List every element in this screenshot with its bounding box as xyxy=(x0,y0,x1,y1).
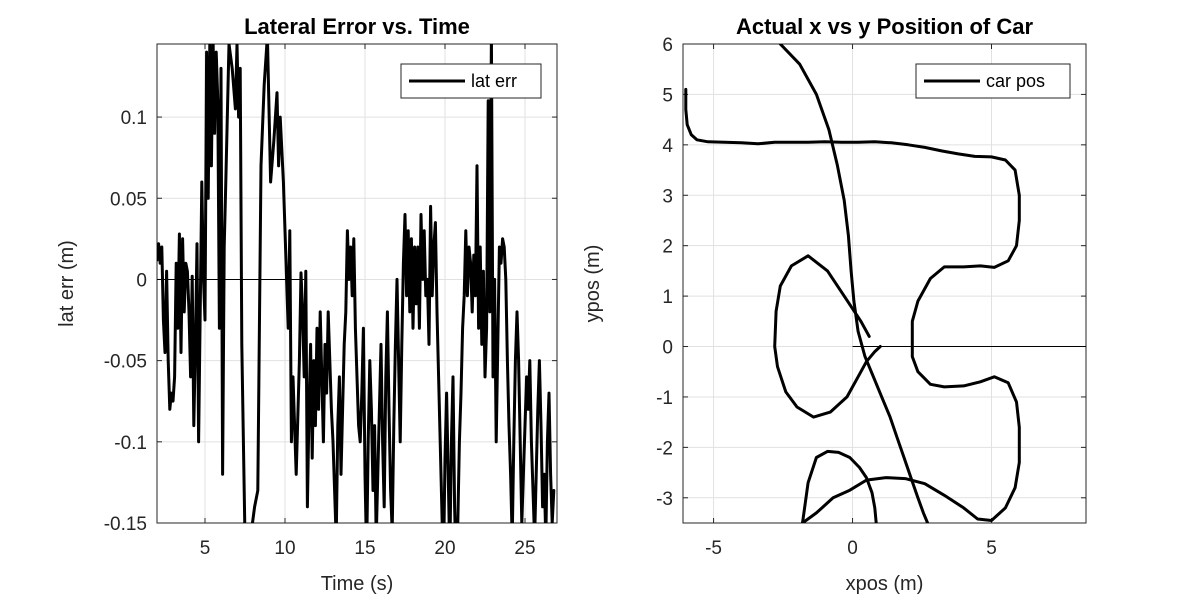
lateral-error-series-line-0 xyxy=(157,44,556,523)
car-position-xlabel: xpos (m) xyxy=(846,573,924,595)
car-position-axes: Actual x vs y Position of Car xpos (m) y… xyxy=(582,14,1087,595)
car-position-ticks: -5 0 5 -3 -2 -1 0 1 2 3 4 5 6 xyxy=(656,35,1086,559)
car-position-series-line-1 xyxy=(778,44,930,523)
lateral-error-legend-label: lat err xyxy=(471,71,517,91)
car-position-legend-label: car pos xyxy=(986,71,1045,91)
lateral-error-xtick-label: 10 xyxy=(274,538,295,559)
lateral-error-ytick-label: -0.1 xyxy=(114,433,147,454)
car-position-ytick-label: 3 xyxy=(662,186,673,207)
car-position-xtick-label: 0 xyxy=(847,538,858,559)
lateral-error-axes: Lateral Error vs. Time Time (s) lat err … xyxy=(56,14,558,595)
car-position-ytick-label: -3 xyxy=(656,489,673,510)
lateral-error-xtick-label: 5 xyxy=(200,538,211,559)
car-position-ylabel: ypos (m) xyxy=(582,245,604,323)
lateral-error-ytick-label: 0.05 xyxy=(110,189,147,210)
car-position-grid xyxy=(682,43,1087,524)
car-position-series-line-0 xyxy=(684,87,1021,523)
lateral-error-xtick-label: 20 xyxy=(434,538,455,559)
lateral-error-ytick-label: -0.05 xyxy=(104,352,147,373)
car-position-data xyxy=(684,44,1086,523)
lateral-error-frame xyxy=(156,43,558,524)
lateral-error-xtick-label: 15 xyxy=(354,538,375,559)
car-position-ytick-label: 1 xyxy=(662,287,673,308)
lateral-error-ytick-label: -0.15 xyxy=(104,514,147,535)
lateral-error-title: Lateral Error vs. Time xyxy=(244,14,470,39)
car-position-ytick-label: 0 xyxy=(662,338,673,359)
car-position-ytick-label: 6 xyxy=(662,35,673,56)
car-position-series-line-3 xyxy=(801,449,878,523)
car-position-series-line-2 xyxy=(773,254,882,419)
car-position-ytick-label: 4 xyxy=(662,136,673,157)
car-position-legend: car pos xyxy=(915,63,1071,99)
car-position-ytick-label: -1 xyxy=(656,388,673,409)
car-position-title: Actual x vs y Position of Car xyxy=(736,14,1034,39)
lateral-error-xlabel: Time (s) xyxy=(321,573,394,595)
car-position-frame xyxy=(682,43,1087,524)
lateral-error-ylabel: lat err (m) xyxy=(56,240,78,327)
car-position-ytick-label: 2 xyxy=(662,237,673,258)
lateral-error-legend: lat err xyxy=(400,63,542,99)
lateral-error-xtick-label: 25 xyxy=(514,538,535,559)
lateral-error-ytick-label: 0 xyxy=(136,270,147,291)
car-position-xtick-label: 5 xyxy=(986,538,997,559)
lateral-error-ytick-label: 0.1 xyxy=(121,108,147,129)
car-position-ytick-label: -2 xyxy=(656,438,673,459)
car-position-ytick-label: 5 xyxy=(662,85,673,106)
lateral-error-data xyxy=(157,44,556,523)
car-position-xtick-label: -5 xyxy=(705,538,722,559)
